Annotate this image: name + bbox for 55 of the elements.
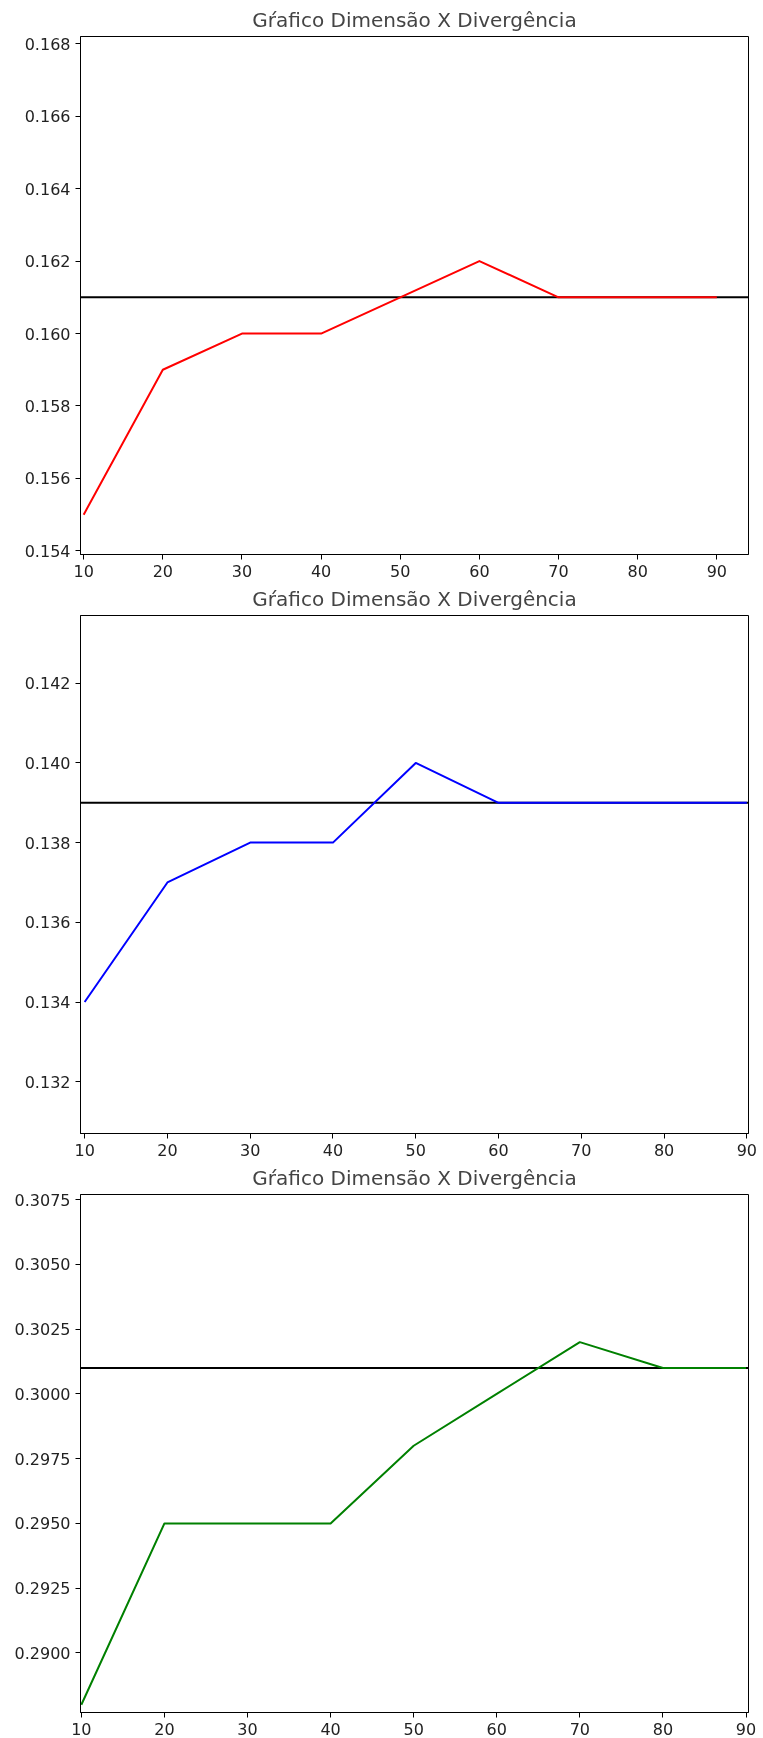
x-tick-label: 80 [652,1719,674,1738]
y-tick-label: 0.142 [24,674,71,694]
chart-title: Gŕafico Dimensão X Divergência [252,1165,577,1190]
y-tick-label: 0.162 [24,252,71,272]
x-tick-label: 10 [73,561,94,581]
line-series [83,761,748,1004]
x-tick-label: 90 [706,561,728,581]
y-tick-label: 0.140 [24,753,71,773]
y-tick-label: 0.160 [24,324,71,344]
x-tick-label: 50 [403,1719,424,1738]
x-tick-label: 30 [237,1719,258,1738]
chart-title: Gŕafico Dimensão X Divergência [252,586,577,611]
y-tick-label: 0.2975 [14,1449,71,1469]
y-tick-label: 0.3000 [14,1384,71,1404]
y-tick-label: 0.3025 [14,1320,71,1340]
y-tick-label: 0.156 [24,469,71,489]
x-tick-label: 60 [488,1140,509,1160]
line-series [80,1341,748,1706]
y-tick-label: 0.164 [24,179,71,199]
x-tick-label: 40 [322,1140,344,1160]
x-tick-label: 90 [736,1140,758,1160]
x-tick-label: 50 [390,561,411,581]
y-tick-label: 0.3050 [14,1255,71,1275]
x-tick-label: 90 [735,1719,757,1738]
x-tick-label: 70 [569,1719,591,1738]
x-tick-label: 10 [74,1140,95,1160]
chart-title: Gŕafico Dimensão X Divergência [252,7,577,32]
x-tick-label: 40 [320,1719,341,1738]
x-tick-label: 70 [571,1140,592,1160]
x-tick-label: 20 [157,1140,178,1160]
y-tick-label: 0.158 [24,396,71,416]
x-tick-label: 70 [548,561,569,581]
y-tick-label: 0.154 [24,541,71,561]
y-tick-label: 0.2950 [14,1514,71,1534]
line-series [82,260,718,516]
x-tick-label: 30 [240,1140,261,1160]
y-tick-label: 0.166 [24,107,71,127]
x-tick-label: 80 [627,561,648,581]
x-tick-label: 60 [469,561,490,581]
y-tick-label: 0.138 [24,833,71,853]
x-tick-label: 60 [486,1719,507,1738]
y-tick-label: 0.2925 [14,1579,71,1599]
x-tick-label: 50 [405,1140,426,1160]
y-tick-label: 0.134 [24,993,71,1013]
y-tick-label: 0.3075 [14,1190,71,1210]
y-tick-label: 0.136 [24,913,71,933]
x-tick-label: 40 [310,561,332,581]
x-tick-label: 10 [71,1719,92,1738]
x-tick-label: 80 [653,1140,675,1160]
y-tick-label: 0.2900 [14,1643,71,1663]
y-tick-label: 0.132 [24,1072,71,1092]
x-tick-label: 20 [152,561,173,581]
y-tick-label: 0.168 [24,34,71,54]
x-tick-label: 30 [231,561,253,581]
x-tick-label: 20 [154,1719,175,1738]
